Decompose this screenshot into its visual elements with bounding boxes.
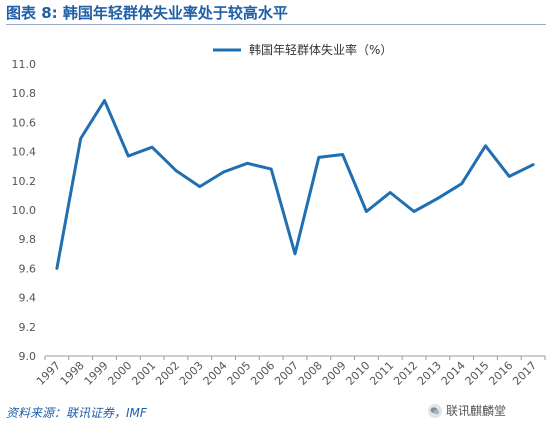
x-tick-label: 2010 bbox=[344, 359, 373, 388]
series-line bbox=[55, 99, 535, 270]
line-chart: 9.09.29.49.69.810.010.210.410.610.811.0 … bbox=[12, 42, 546, 388]
wechat-icon bbox=[428, 403, 442, 418]
y-tick-label: 9.0 bbox=[19, 350, 37, 363]
x-tick-label: 2015 bbox=[463, 359, 492, 388]
legend: 韩国年轻群体失业率（%） bbox=[213, 42, 392, 57]
y-tick-label: 9.6 bbox=[19, 262, 37, 275]
y-tick-label: 10.0 bbox=[12, 204, 37, 217]
y-tick-label: 10.8 bbox=[12, 87, 37, 100]
x-tick-label: 2001 bbox=[129, 359, 158, 388]
y-tick-label: 9.2 bbox=[19, 321, 37, 334]
source-note: 资料来源：联讯证券，IMF bbox=[6, 406, 147, 420]
x-tick-label: 2007 bbox=[272, 359, 301, 388]
chart-title: 图表 8: 韩国年轻群体失业率处于较高水平 bbox=[6, 4, 288, 22]
legend-label: 韩国年轻群体失业率（%） bbox=[249, 42, 392, 57]
x-tick-label: 2009 bbox=[320, 359, 349, 388]
y-tick-label: 10.6 bbox=[12, 116, 37, 129]
x-tick-label: 2005 bbox=[225, 359, 254, 388]
y-tick-label: 10.2 bbox=[12, 175, 37, 188]
x-tick-label: 1999 bbox=[82, 359, 111, 388]
x-tick-label: 2012 bbox=[391, 359, 420, 388]
y-tick-label: 11.0 bbox=[12, 58, 37, 71]
x-tick-label: 2002 bbox=[153, 359, 182, 388]
x-tick-label: 1998 bbox=[58, 359, 87, 388]
x-tick-label: 2017 bbox=[510, 359, 539, 388]
x-tick-label: 2003 bbox=[177, 359, 206, 388]
x-tick-label: 2004 bbox=[201, 359, 230, 388]
y-tick-label: 9.8 bbox=[19, 233, 37, 246]
y-tick-label: 9.4 bbox=[19, 292, 37, 305]
x-tick-label: 2008 bbox=[296, 359, 325, 388]
x-tick-label: 2006 bbox=[248, 359, 277, 388]
x-tick-label: 2013 bbox=[415, 359, 444, 388]
x-tick-label: 1997 bbox=[34, 359, 63, 388]
x-tick-label: 2016 bbox=[486, 359, 515, 388]
series-group bbox=[55, 99, 535, 270]
x-tick-label: 2011 bbox=[367, 359, 396, 388]
watermark: 联讯麒麟堂 bbox=[428, 402, 506, 419]
watermark-text: 联讯麒麟堂 bbox=[446, 404, 507, 418]
y-axis: 9.0 9.2 9.4 9.6 9.8 10.0 10.2 10.4 10.6 10.8 11.0 bbox=[12, 58, 37, 363]
x-tick-label: 2014 bbox=[439, 359, 468, 388]
y-tick-label: 10.4 bbox=[12, 146, 37, 159]
x-axis: 1997199819992000200120022003200420052006… bbox=[34, 356, 546, 388]
x-tick-label: 2000 bbox=[105, 359, 134, 388]
title-divider bbox=[6, 24, 546, 25]
